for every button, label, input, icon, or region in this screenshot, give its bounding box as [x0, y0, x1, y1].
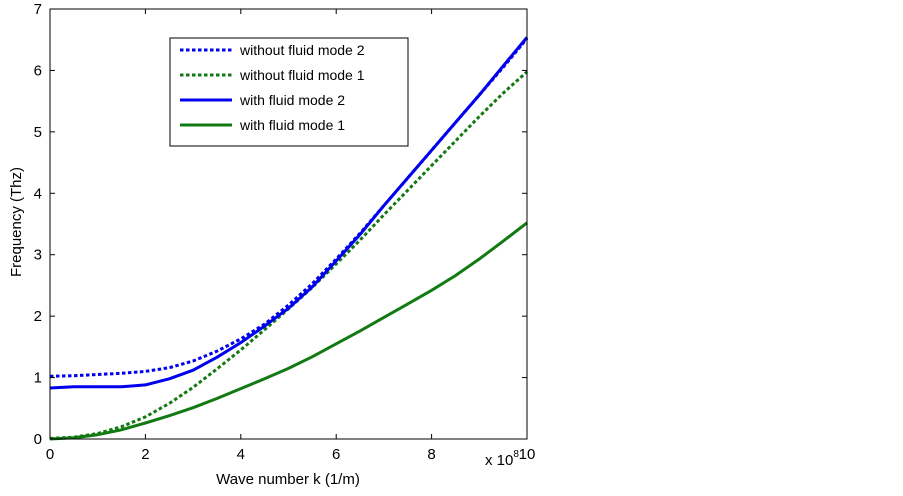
legend-label-3: with fluid mode 2	[239, 92, 345, 108]
legend-box	[169, 37, 409, 147]
series-line-1	[49, 37, 529, 378]
x-tick-label: 2	[141, 446, 149, 463]
x-tick-label: 8	[427, 446, 435, 463]
axes-box	[49, 8, 528, 440]
series-layer	[49, 36, 529, 441]
x-axis-exponent-power: 8	[513, 449, 519, 460]
legend-label-4: with fluid mode 1	[239, 117, 345, 133]
legend-label-1: without fluid mode 2	[239, 42, 365, 58]
series-line-3	[49, 36, 529, 390]
x-tick-label: 0	[46, 446, 54, 463]
y-tick-label: 7	[34, 1, 42, 18]
series-line-4	[49, 221, 528, 441]
x-tick-label: 4	[237, 446, 245, 463]
y-tick-label: 0	[34, 431, 42, 448]
y-tick-label: 3	[34, 247, 42, 264]
x-axis-label: Wave number k (1/m)	[216, 471, 360, 488]
y-tick-label: 6	[34, 62, 42, 79]
x-tick-label: 6	[332, 446, 340, 463]
legend-label-2: without fluid mode 1	[239, 67, 365, 83]
y-tick-label: 1	[34, 370, 42, 387]
legend: without fluid mode 2 without fluid mode 1…	[169, 37, 409, 147]
y-axis-label: Frequency (Thz)	[8, 167, 25, 277]
y-tick-label: 5	[34, 124, 42, 141]
y-tick-label: 2	[34, 308, 42, 325]
y-tick-label: 4	[34, 185, 42, 202]
x-tick-label: 10	[519, 446, 536, 463]
x-axis-exponent: x 108	[485, 449, 519, 469]
x-axis-exponent-base: x 10	[485, 452, 513, 469]
